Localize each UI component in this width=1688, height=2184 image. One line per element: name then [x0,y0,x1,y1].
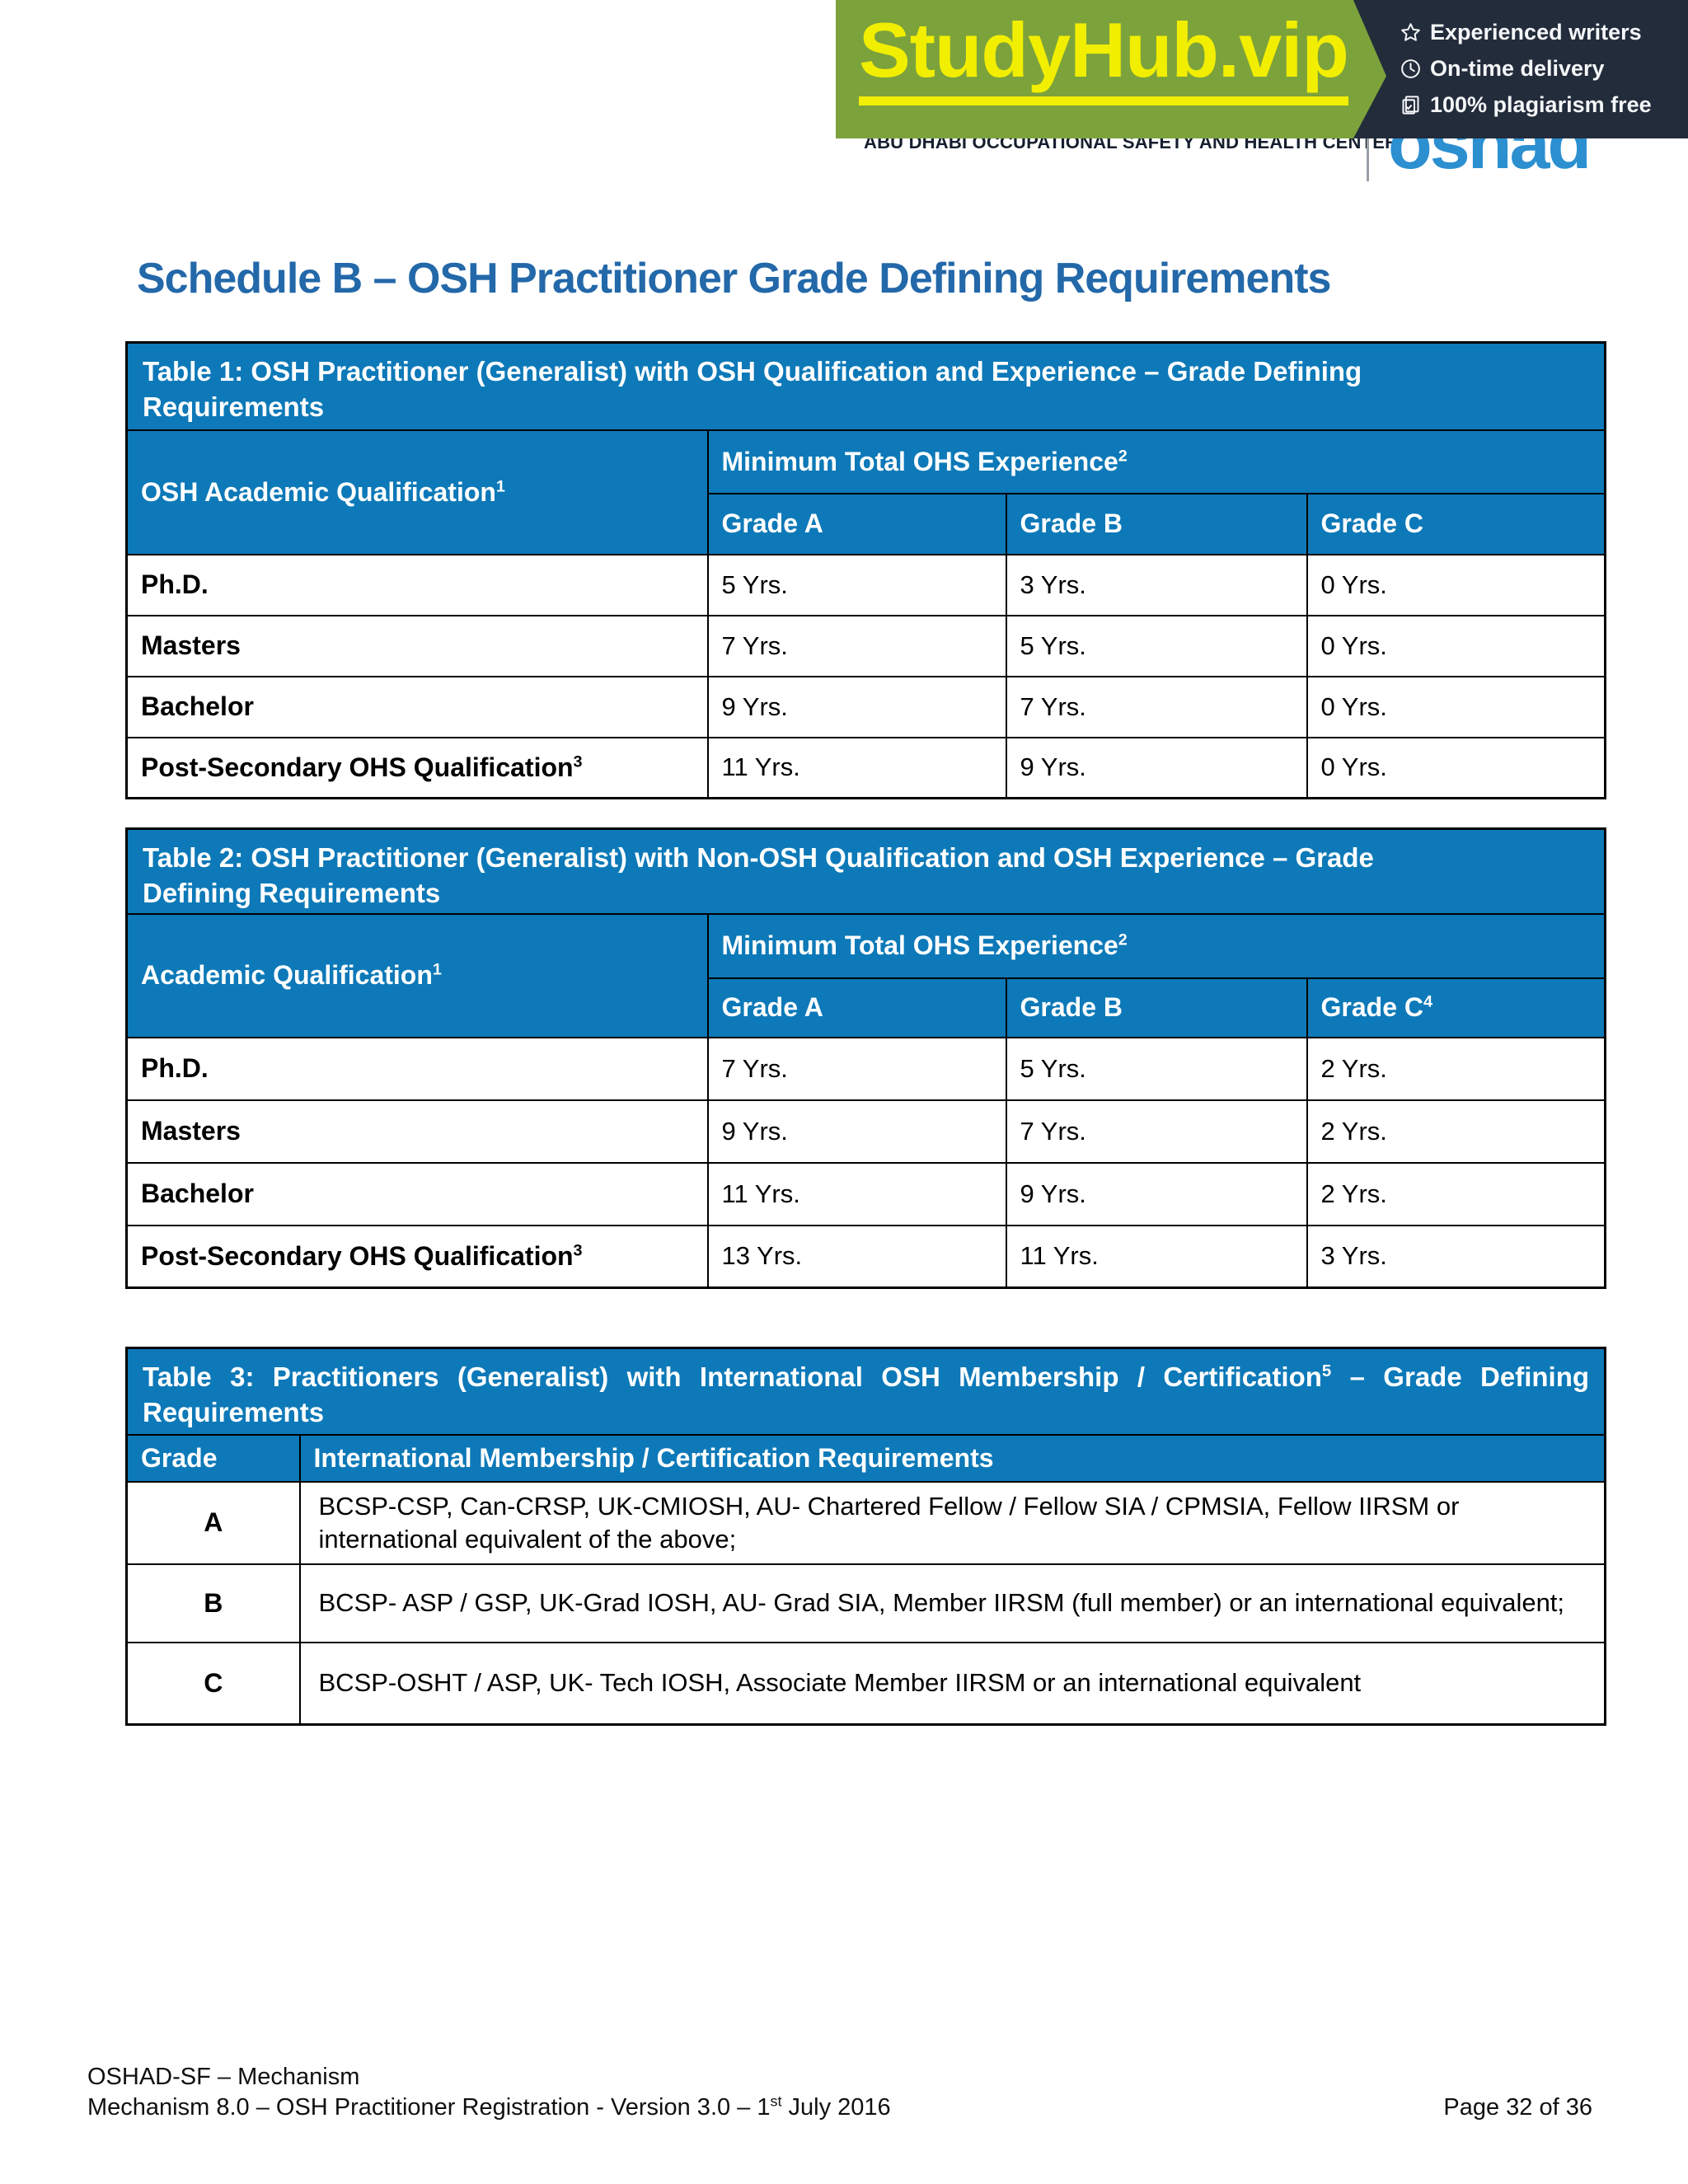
feature-label: 100% plagiarism free [1430,92,1652,117]
table-row: Masters 7 Yrs. 5 Yrs. 0 Yrs. [125,614,1606,677]
header-divider [1367,134,1369,181]
page-title: Schedule B – OSH Practitioner Grade Defi… [137,255,1331,302]
table-row: Ph.D. 7 Yrs. 5 Yrs. 2 Yrs. [125,1036,1606,1101]
table1-osh-qualification: Table 1: OSH Practitioner (Generalist) w… [125,341,1607,799]
clock-icon [1401,59,1420,78]
feature-item: Experienced writers [1400,20,1652,45]
table2-grade-c-header: Grade C4 [1306,977,1606,1038]
footer-page-number: Page 32 of 36 [1443,2094,1592,2121]
table-row: B BCSP- ASP / GSP, UK-Grad IOSH, AU- Gra… [125,1563,1606,1643]
footer-version-line: Mechanism 8.0 – OSH Practitioner Registr… [87,2093,891,2121]
table1-qualification-header: OSH Academic Qualification1 [125,429,709,555]
star-icon [1401,23,1420,41]
table2-qualification-header: Academic Qualification1 [125,912,709,1038]
table3-caption: Table 3: Practitioners (Generalist) with… [125,1347,1606,1436]
table2-caption: Table 2: OSH Practitioner (Generalist) w… [125,827,1606,915]
table1-caption: Table 1: OSH Practitioner (Generalist) w… [125,341,1606,431]
table-row: Bachelor 9 Yrs. 7 Yrs. 0 Yrs. [125,675,1606,738]
table1-grade-a-header: Grade A [706,492,1007,555]
table-row: Bachelor 11 Yrs. 9 Yrs. 2 Yrs. [125,1161,1606,1226]
table1-experience-header: Minimum Total OHS Experience2 [706,429,1606,494]
studyhub-brand: StudyHub.vip [859,9,1349,105]
feature-label: On-time delivery [1430,56,1605,81]
banner-feature-list: Experienced writers On-time delivery 100… [1400,20,1652,118]
table-row: C BCSP-OSHT / ASP, UK- Tech IOSH, Associ… [125,1641,1606,1726]
table-row: A BCSP-CSP, Can-CRSP, UK-CMIOSH, AU- Cha… [125,1480,1606,1565]
table-row: Post-Secondary OHS Qualification3 13 Yrs… [125,1224,1606,1289]
plagiarism-icon [1402,96,1419,115]
feature-item: On-time delivery [1400,56,1652,82]
table1-grade-b-header: Grade B [1005,492,1308,555]
footer-document-name: OSHAD-SF – Mechanism [87,2064,360,2090]
feature-item: 100% plagiarism free [1400,92,1652,118]
feature-label: Experienced writers [1430,20,1642,45]
table2-non-osh-qualification: Table 2: OSH Practitioner (Generalist) w… [125,827,1607,1289]
table3-grade-header: Grade [125,1433,301,1483]
table2-grade-a-header: Grade A [706,977,1007,1038]
table2-grade-b-header: Grade B [1005,977,1308,1038]
table3-requirements-header: International Membership / Certification… [298,1433,1606,1483]
table3-membership-certification: Table 3: Practitioners (Generalist) with… [125,1347,1607,1726]
table-row: Masters 9 Yrs. 7 Yrs. 2 Yrs. [125,1099,1606,1164]
table-row: Ph.D. 5 Yrs. 3 Yrs. 0 Yrs. [125,553,1606,616]
table2-experience-header: Minimum Total OHS Experience2 [706,912,1606,979]
table1-grade-c-header: Grade C [1306,492,1606,555]
studyhub-banner-ribbon: StudyHub.vip [836,0,1386,138]
table-row: Post-Secondary OHS Qualification3 11 Yrs… [125,736,1606,799]
